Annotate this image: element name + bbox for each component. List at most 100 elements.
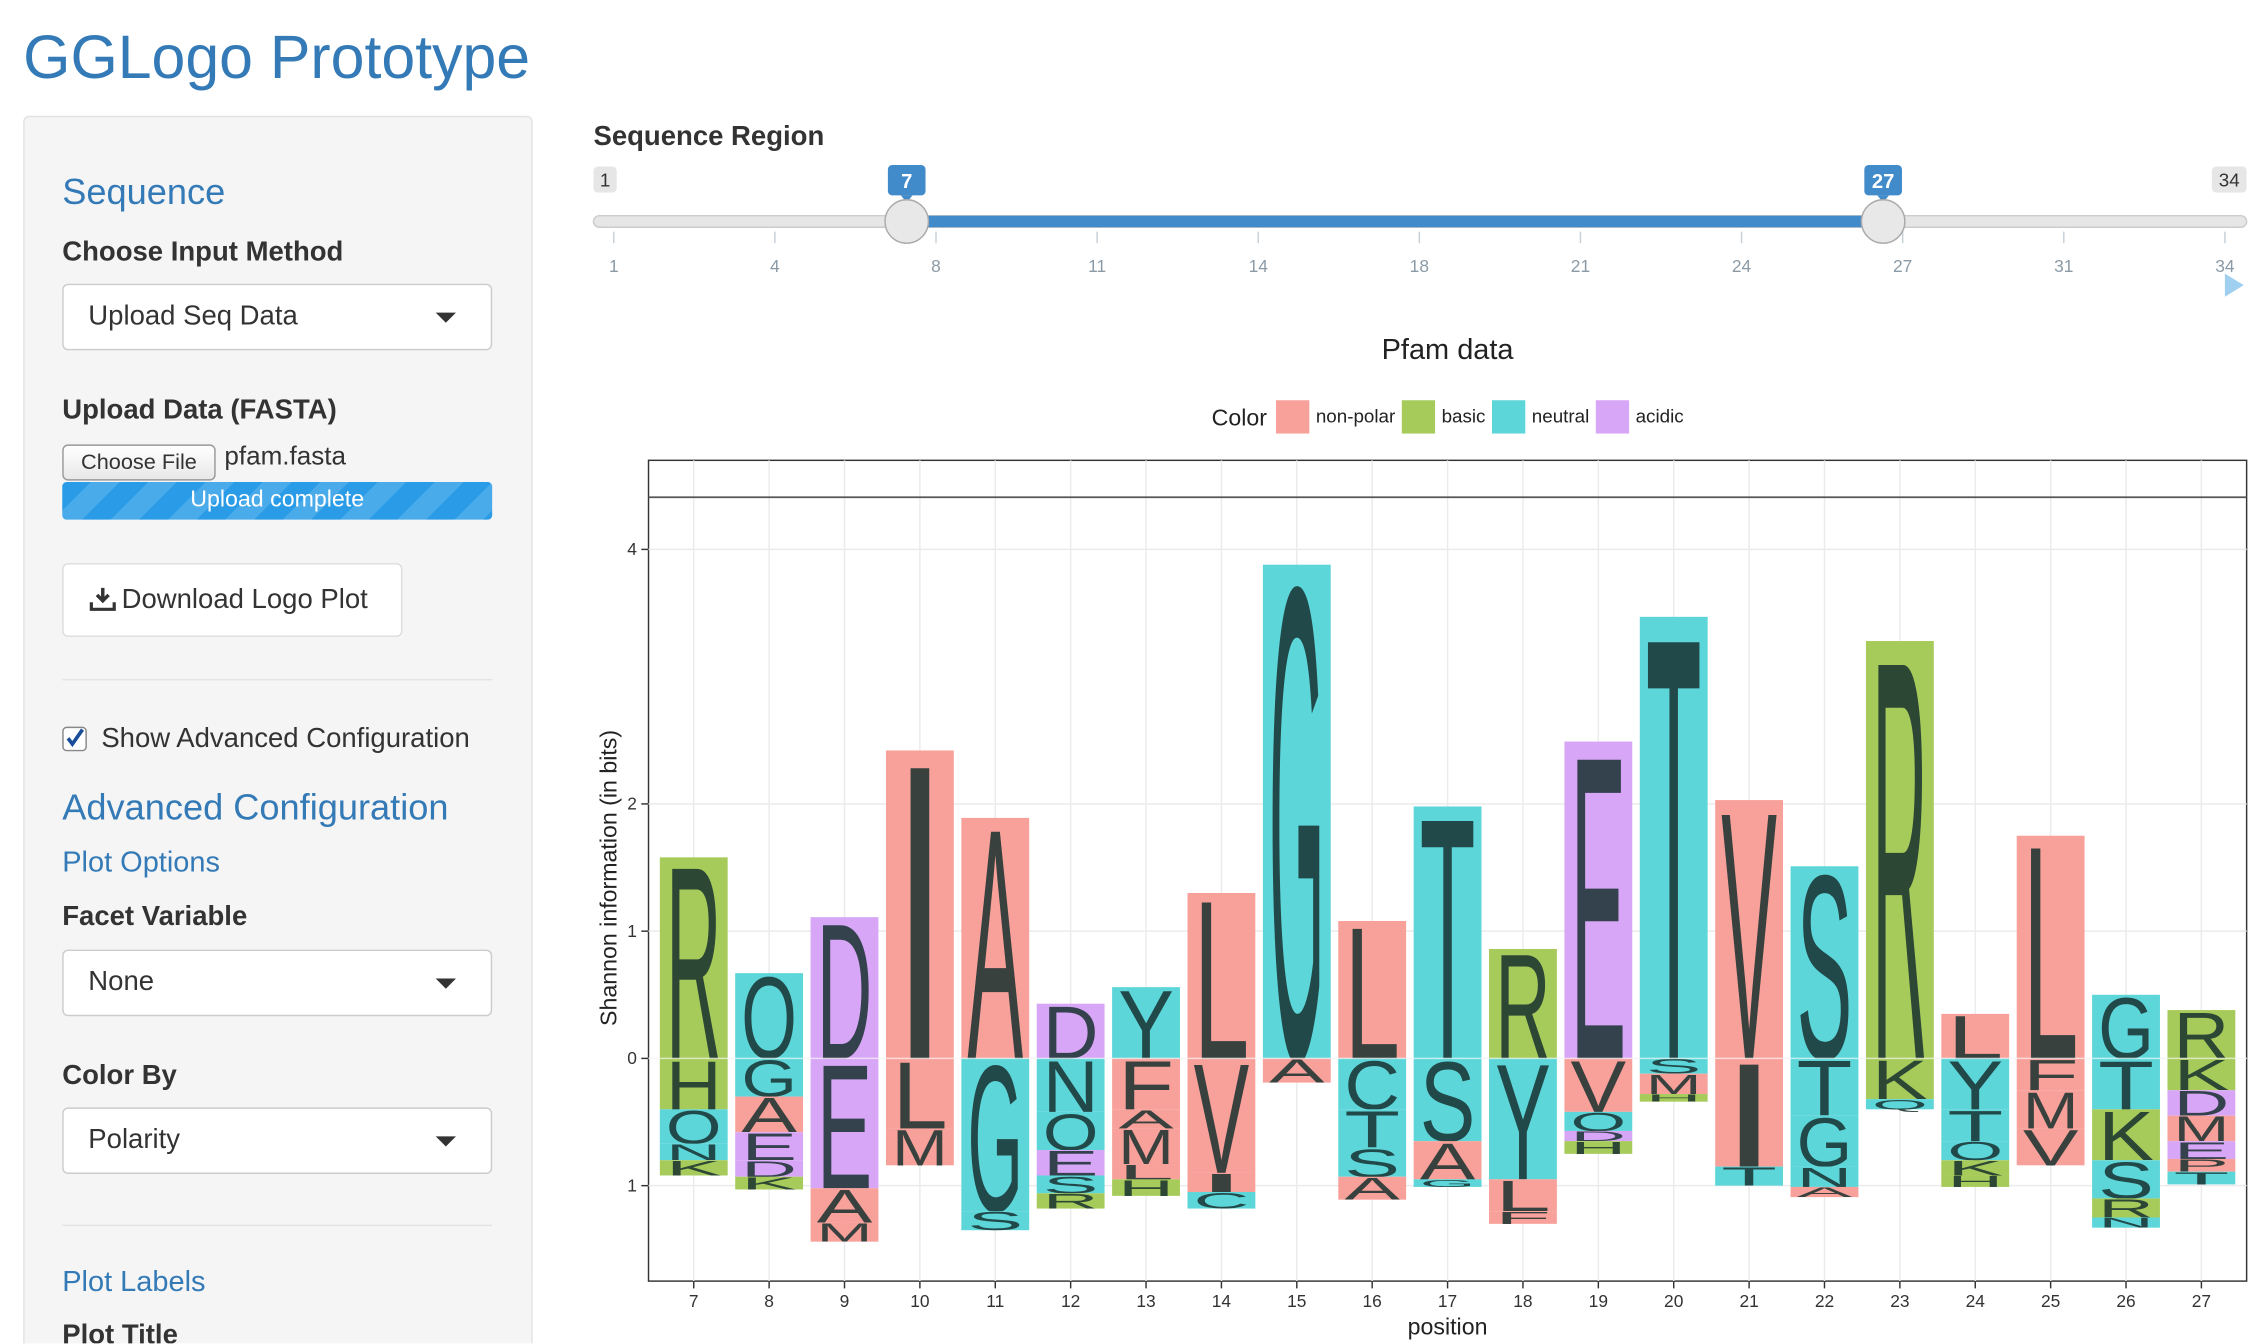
logo-segment — [1187, 892, 1256, 1059]
logo-segment — [1941, 1141, 2010, 1161]
x-tick-label: 7 — [689, 1291, 699, 1311]
logo-segment — [735, 973, 804, 1059]
logo-segment — [1262, 1058, 1331, 1083]
logo-letter-group: A — [1269, 1053, 1326, 1090]
play-button[interactable] — [2224, 273, 2244, 297]
logo-letter-group: A — [1797, 1185, 1853, 1201]
logo-letter-group: A — [1344, 1172, 1400, 1207]
logo-letter: F — [1495, 1208, 1551, 1227]
logo-segment — [1639, 616, 1708, 1059]
divider — [62, 1224, 493, 1227]
x-tick-label: 19 — [1589, 1291, 1608, 1311]
x-tick-label: 25 — [2041, 1291, 2060, 1311]
logo-segment — [1489, 1179, 1557, 1212]
logo-letter: S — [967, 1207, 1023, 1236]
logo-letter-group: T — [1721, 1162, 1777, 1191]
caret — [435, 312, 456, 323]
logo-segment — [735, 1176, 804, 1190]
logo-letter-group: S — [967, 1207, 1023, 1236]
legend-key — [1490, 398, 1527, 435]
slider-tick-label: 8 — [931, 256, 941, 276]
check-mark — [66, 728, 84, 748]
logo-letter-group: M — [892, 1119, 948, 1176]
checkbox-label: Show Advanced Configuration — [101, 723, 470, 755]
download-icon — [89, 587, 116, 611]
logo-segment — [1112, 1128, 1180, 1165]
logo-segment — [1639, 1094, 1708, 1102]
y-tick-label: 2 — [627, 794, 637, 814]
chart-title: Pfam data — [1382, 334, 1515, 366]
download-button[interactable]: Download Logo Plot — [62, 563, 403, 637]
logo-letter: M — [892, 1119, 948, 1176]
subsection-heading: Plot Labels — [62, 1266, 206, 1299]
slider-value: 27 — [1872, 171, 1895, 193]
y-tick-label: 1 — [627, 921, 637, 941]
logo-segment — [1112, 1058, 1180, 1110]
logo-segment — [2092, 1058, 2160, 1110]
logo-segment — [1187, 1058, 1256, 1173]
logo-letter: N — [2098, 1215, 2154, 1231]
file-button[interactable]: Choose File — [62, 444, 216, 481]
legend-label: acidic — [1636, 406, 1684, 427]
logo-letter-group: K — [1947, 1157, 2003, 1180]
logo-segment — [2167, 1158, 2236, 1172]
x-tick-label: 9 — [840, 1291, 850, 1311]
logo-segment — [1413, 806, 1482, 1059]
file-name: pfam.fasta — [224, 441, 347, 471]
select-input-method[interactable]: Upload Seq Data — [62, 283, 493, 351]
select-color-by[interactable]: Polarity — [62, 1107, 493, 1174]
logo-segment — [659, 1109, 728, 1144]
logo-segment — [1112, 987, 1180, 1059]
logo-letter: C — [1194, 1189, 1250, 1214]
logo-letter-group: T — [2174, 1169, 2230, 1188]
logo-segment — [961, 1211, 1030, 1231]
logo-letter: L — [1118, 1161, 1174, 1184]
select-value: Upload Seq Data — [88, 301, 298, 332]
x-tick-label: 16 — [1363, 1291, 1382, 1311]
select-facet[interactable]: None — [62, 949, 493, 1017]
logo-segment — [1639, 1073, 1708, 1095]
x-tick-label: 21 — [1739, 1291, 1758, 1311]
logo-segment — [659, 1160, 728, 1176]
subsection-heading: Plot Options — [62, 846, 220, 879]
slider-handle[interactable] — [1860, 199, 1906, 244]
logo-letter-group: S — [1646, 1055, 1702, 1078]
logo-segment — [2167, 1058, 2236, 1091]
logo-segment — [1790, 1115, 1859, 1167]
slider-handle[interactable] — [884, 199, 930, 244]
slider-tick-label: 14 — [1249, 256, 1269, 276]
app-title: GGLogo Prototype — [23, 23, 531, 92]
logo-segment — [1036, 1193, 1105, 1209]
logo-letter-group: H — [1571, 1138, 1627, 1158]
logo-segment — [1338, 1147, 1407, 1177]
logo-letter-group: K — [666, 1157, 722, 1180]
slider-tick-label: 4 — [770, 256, 780, 276]
logo-letter: H — [1571, 1138, 1627, 1158]
logo-segment — [1715, 1058, 1784, 1167]
slider-min-label: 1 — [600, 170, 610, 191]
logo-segment — [735, 1160, 804, 1177]
logo-segment — [810, 1222, 879, 1242]
logo-letter: D — [1571, 1129, 1627, 1145]
slider-max-label: 34 — [2219, 170, 2240, 191]
checkbox[interactable] — [62, 726, 87, 752]
logo-letter-group: V — [2023, 1120, 2079, 1176]
button-label: Download Logo Plot — [121, 584, 368, 616]
logo-segment — [2092, 1160, 2160, 1199]
slider-tick-label: 31 — [2054, 256, 2073, 276]
logo-letter: P — [2174, 1156, 2230, 1176]
logo-segment — [1790, 866, 1859, 1059]
logo-segment — [810, 917, 879, 1059]
logo-segment — [1865, 1099, 1934, 1110]
logo-segment — [735, 1132, 804, 1161]
logo-segment — [1036, 1150, 1105, 1176]
logo-segment — [1941, 1013, 2010, 1059]
logo-segment — [1941, 1109, 2010, 1142]
logo-letter: K — [666, 1157, 722, 1180]
logo-letter-group: F — [1495, 1208, 1551, 1227]
x-tick-label: 10 — [910, 1291, 929, 1311]
logo-segment — [2092, 1217, 2160, 1228]
logo-letter: K — [741, 1174, 797, 1194]
